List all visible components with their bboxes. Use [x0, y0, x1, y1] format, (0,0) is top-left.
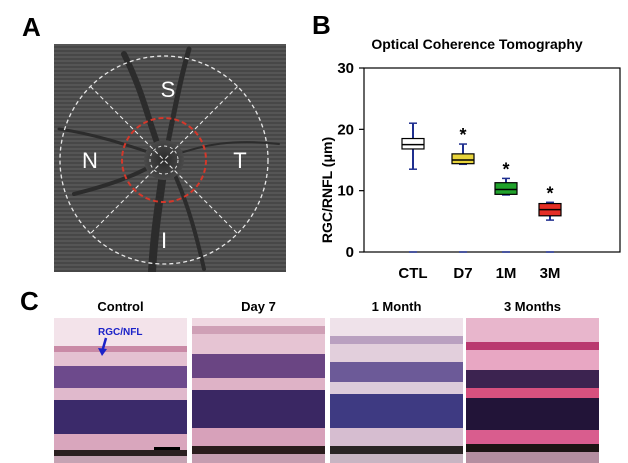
significance-mark-2: * [502, 159, 509, 179]
box-body-2 [494, 182, 518, 195]
x-label-3: 3M [540, 265, 561, 282]
histology-title-1month: 1 Month [371, 299, 422, 314]
sector-label-temporal: T [233, 148, 246, 173]
disc-circle [149, 145, 179, 175]
outer-scan-circle [59, 55, 269, 265]
histology-title-3months: 3 Months [503, 299, 562, 314]
y-axis-title: RGC/RNFL (μm) [319, 137, 335, 243]
histology-image-day7 [192, 318, 325, 463]
chart-svg: Optical Coherence Tomography RGC/RNFL (μ… [319, 36, 621, 282]
rgc-nfl-label: RGC/NFL [98, 327, 142, 338]
y-tick-label-0: 0 [346, 244, 354, 261]
histology-title-day7: Day 7 [241, 299, 276, 314]
box-body-0 [401, 137, 425, 150]
y-ticks: 0 10 20 30 [337, 60, 364, 261]
x-labels: CTL D7 1M 3M [398, 265, 560, 282]
y-tick-label-3: 30 [337, 60, 354, 77]
panel-letter-a: A [22, 12, 41, 42]
plot-frame [363, 67, 621, 253]
histology-image-3months [466, 318, 599, 463]
histology-image-1month [330, 318, 463, 463]
histology-title-control: Control [97, 299, 144, 314]
y-tick-label-2: 20 [337, 121, 354, 138]
box-ctl [401, 122, 425, 253]
box-1m: * [494, 159, 518, 253]
significance-mark-3: * [546, 183, 553, 203]
box-body-1 [451, 153, 475, 165]
x-label-2: 1M [496, 265, 517, 282]
box-3m: * [538, 183, 562, 253]
x-label-0: CTL [398, 265, 427, 282]
sector-label-superior: S [161, 77, 176, 102]
oct-fundus-image: S N T I [54, 44, 286, 272]
boxes: * * * [401, 122, 562, 253]
box-d7: * [451, 125, 475, 253]
panel-letter-c: C [20, 286, 39, 316]
inner-scan-circle [121, 117, 207, 203]
oct-box-chart: Optical Coherence Tomography RGC/RNFL (μ… [318, 30, 624, 288]
significance-mark-1: * [459, 125, 466, 145]
sector-label-inferior: I [161, 228, 167, 253]
x-label-1: D7 [453, 265, 472, 282]
sector-label-nasal: N [82, 148, 98, 173]
fundus-svg: S N T I [54, 44, 286, 272]
panel-letter-b: B [312, 10, 331, 40]
histology-image-control: RGC/NFL [54, 318, 187, 463]
y-tick-label-1: 10 [337, 183, 354, 200]
chart-title: Optical Coherence Tomography [371, 36, 583, 52]
